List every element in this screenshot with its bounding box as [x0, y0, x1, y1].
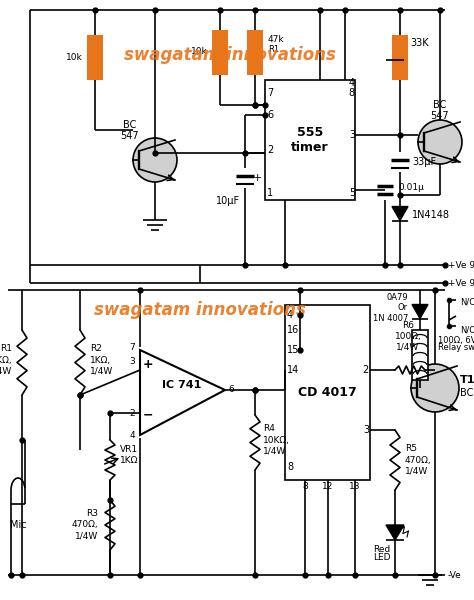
Bar	[247, 30, 263, 75]
Text: +: +	[143, 358, 153, 371]
Text: CD 4017: CD 4017	[298, 386, 357, 399]
Text: R5
470Ω,
1/4W: R5 470Ω, 1/4W	[405, 445, 432, 476]
Text: 14: 14	[287, 365, 299, 375]
Text: Relay switch: Relay switch	[438, 343, 474, 352]
Text: 33K: 33K	[410, 38, 428, 48]
Text: LED: LED	[373, 553, 391, 562]
Text: 3: 3	[349, 130, 355, 140]
Text: 4: 4	[129, 431, 135, 439]
Text: +Ve 9V: +Ve 9V	[448, 260, 474, 269]
Text: R6
100Ω,
1/4W: R6 100Ω, 1/4W	[395, 321, 421, 352]
Circle shape	[133, 138, 177, 182]
Text: R3
470Ω,
1/4W: R3 470Ω, 1/4W	[72, 509, 98, 541]
Text: 4: 4	[349, 78, 355, 88]
Bar	[265, 80, 355, 200]
Text: 2: 2	[267, 145, 273, 155]
Text: 6: 6	[228, 385, 234, 395]
Polygon shape	[140, 350, 225, 435]
Text: 5: 5	[349, 188, 355, 198]
Text: Red: Red	[374, 545, 391, 554]
Text: 33μF: 33μF	[412, 157, 436, 167]
Text: 7: 7	[129, 343, 135, 352]
Text: 13: 13	[349, 482, 361, 491]
Bar	[285, 305, 370, 480]
Text: 2: 2	[363, 365, 369, 375]
Text: -Ve: -Ve	[448, 571, 462, 580]
Polygon shape	[412, 304, 428, 319]
Bar	[87, 35, 103, 80]
Text: R1: R1	[268, 45, 279, 54]
Text: Mic: Mic	[9, 520, 27, 530]
Text: +: +	[253, 173, 263, 183]
Text: N/O: N/O	[460, 325, 474, 335]
Text: VR1
1KΩ: VR1 1KΩ	[120, 445, 138, 465]
Text: 6: 6	[267, 110, 273, 120]
Text: swagatam innovations: swagatam innovations	[94, 301, 306, 319]
Text: 4: 4	[287, 310, 293, 320]
Text: 0A79
Or
1N 4007: 0A79 Or 1N 4007	[373, 293, 408, 323]
Text: 0.01μ: 0.01μ	[398, 184, 424, 193]
Text: −: −	[143, 409, 153, 421]
Circle shape	[418, 120, 462, 164]
Text: BC547: BC547	[460, 388, 474, 398]
Text: 8: 8	[302, 482, 308, 491]
Text: N/C: N/C	[460, 298, 474, 307]
Text: 8: 8	[349, 88, 355, 98]
Text: swagatam innovations: swagatam innovations	[124, 46, 336, 64]
Bar	[392, 35, 408, 80]
Bar	[412, 330, 428, 380]
Text: 1N4148: 1N4148	[412, 210, 450, 220]
Text: 7: 7	[267, 88, 273, 98]
Text: BC: BC	[433, 100, 447, 110]
Text: 10k: 10k	[191, 47, 208, 56]
Text: 1: 1	[267, 188, 273, 198]
Text: 10k: 10k	[66, 52, 83, 61]
Text: 15: 15	[287, 345, 300, 355]
Text: T1: T1	[460, 375, 474, 385]
Text: 547: 547	[431, 111, 449, 121]
Text: 3: 3	[129, 358, 135, 367]
Polygon shape	[386, 525, 404, 540]
Text: 555
timer: 555 timer	[291, 126, 329, 154]
Text: 2: 2	[129, 409, 135, 418]
Bar	[212, 30, 228, 75]
Text: 8: 8	[287, 462, 293, 472]
Polygon shape	[392, 206, 408, 220]
Text: 16: 16	[287, 325, 299, 335]
Text: 547: 547	[121, 131, 139, 141]
Text: 47k: 47k	[268, 35, 284, 44]
Text: IC 741: IC 741	[162, 380, 202, 390]
Text: 12: 12	[322, 482, 334, 491]
Text: BC: BC	[123, 120, 137, 130]
Text: R2
1KΩ,
1/4W: R2 1KΩ, 1/4W	[90, 344, 113, 376]
Text: 3: 3	[363, 425, 369, 435]
Text: 10μF: 10μF	[216, 196, 240, 206]
Text: R1
22KΩ,
1/4W: R1 22KΩ, 1/4W	[0, 344, 12, 376]
Circle shape	[411, 364, 459, 412]
Text: R4
10KΩ,
1/4W: R4 10KΩ, 1/4W	[263, 424, 290, 455]
Text: +Ve 9V: +Ve 9V	[448, 278, 474, 287]
Text: 100Ω, 6V: 100Ω, 6V	[438, 335, 474, 344]
